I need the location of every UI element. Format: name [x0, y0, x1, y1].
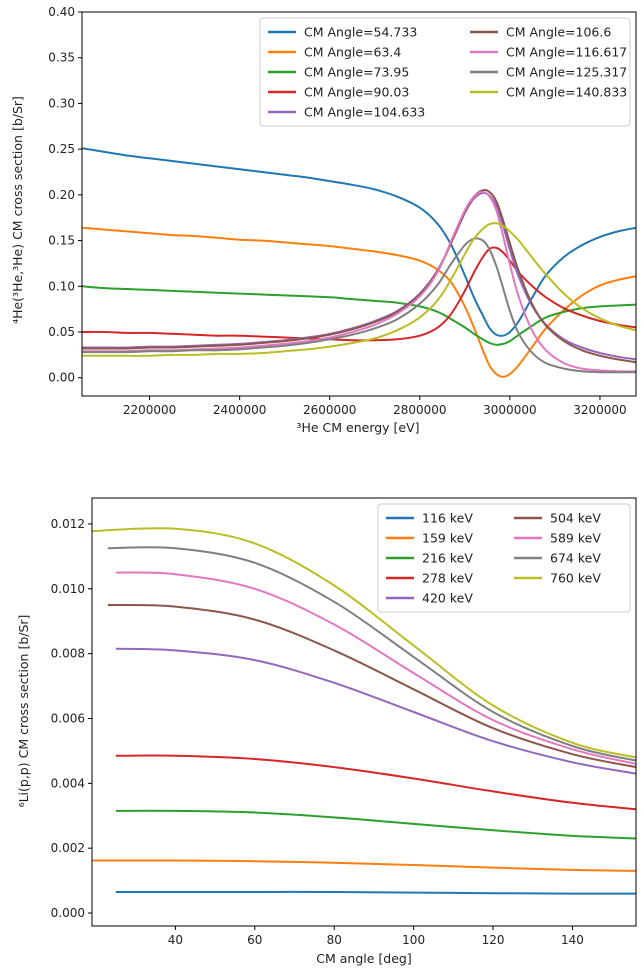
axes-frame: [91, 497, 637, 927]
y-tick-label: 0.00: [48, 371, 75, 385]
plot-area: [82, 147, 636, 378]
axes-frame: [81, 11, 637, 397]
x-tick-label: 120: [482, 933, 505, 947]
series-line-216-kev: [115, 809, 636, 840]
legend-box: [259, 17, 631, 127]
legend-label: CM Angle=140.833: [506, 85, 627, 100]
y-tick-label: 0.30: [48, 96, 75, 110]
y-tick-label: 0.006: [51, 711, 85, 725]
legend-label: 760 keV: [550, 571, 601, 586]
legend-label: CM Angle=104.633: [304, 105, 425, 120]
y-tick-label: 0.35: [48, 51, 75, 65]
y-tick-label: 0.20: [48, 188, 75, 202]
y-tick-label: 0.008: [51, 647, 85, 661]
series-line-674-kev: [107, 546, 636, 762]
legend-label: CM Angle=106.6: [506, 25, 611, 40]
legend-label: 278 keV: [422, 571, 473, 586]
x-tick-label: 3200000: [573, 403, 626, 417]
legend-label: 420 keV: [422, 591, 473, 606]
series-line-420-kev: [115, 647, 636, 775]
legend: 116 keV 159 keV 216 keV 278 keV 420 keV 504 k…: [377, 503, 631, 613]
x-axis-title: ³He CM energy [eV]: [296, 420, 419, 435]
y-tick-label: 0.002: [51, 841, 85, 855]
series-line-cm-angle-116-617: [82, 191, 636, 373]
x-tick-label: 3000000: [483, 403, 536, 417]
series-line-cm-angle-125-317: [82, 237, 636, 374]
y-tick-label: 0.010: [51, 582, 85, 596]
y-axis-label: ⁴He(³He,³He) CM cross section [b/Sr]: [10, 96, 25, 324]
legend-label: 589 keV: [550, 531, 601, 546]
legend-box: [377, 503, 631, 613]
legend-label: CM Angle=73.95: [304, 65, 409, 80]
series-line-cm-angle-140-833: [82, 222, 636, 357]
legend-label: 159 keV: [422, 531, 473, 546]
y-tick-label: 0.004: [51, 776, 85, 790]
legend-label: CM Angle=90.03: [304, 85, 409, 100]
legend-label: CM Angle=125.317: [506, 65, 627, 80]
series-line-589-kev: [115, 571, 636, 765]
x-tick-label: 2800000: [393, 403, 446, 417]
y-tick-label: 0.40: [48, 5, 75, 19]
y-axis-title: ⁴He(³He,³He) CM cross section [b/Sr]: [10, 96, 25, 324]
y-tick-label: 0.000: [51, 906, 85, 920]
x-tick-label: 60: [247, 933, 262, 947]
series-line-504-kev: [107, 604, 636, 769]
y-tick-label: 0.15: [48, 234, 75, 248]
x-axis-title: CM angle [deg]: [316, 951, 411, 966]
legend-label: 116 keV: [422, 511, 473, 526]
x-tick-label: 2200000: [123, 403, 176, 417]
legend: CM Angle=54.733 CM Angle=63.4 CM Angle=73.…: [259, 17, 631, 127]
y-tick-label: 0.10: [48, 279, 75, 293]
series-line-cm-angle-106-6: [82, 188, 636, 364]
series-line-116-kev: [115, 890, 636, 895]
legend-label: 216 keV: [422, 551, 473, 566]
legend-label: CM Angle=54.733: [304, 25, 417, 40]
legend-label: 504 keV: [550, 511, 601, 526]
series-line-760-kev: [92, 527, 636, 759]
series-line-cm-angle-90-03: [82, 246, 636, 342]
series-line-cm-angle-54-733: [82, 147, 636, 337]
series-line-278-kev: [115, 754, 636, 811]
x-tick-label: 2600000: [303, 403, 356, 417]
y-axis-title: ⁶Li(p,p) CM cross section [b/Sr]: [16, 615, 31, 808]
x-tick-label: 40: [168, 933, 183, 947]
legend-label: CM Angle=63.4: [304, 45, 401, 60]
cross-section-vs-angle-chart: ⁶Li(p,p) CM cross section [b/Sr] CM angl…: [16, 497, 637, 966]
y-tick-label: 0.05: [48, 325, 75, 339]
x-tick-label: 2400000: [213, 403, 266, 417]
x-tick-label: 100: [402, 933, 425, 947]
y-tick-label: 0.25: [48, 142, 75, 156]
series-line-cm-angle-73-95: [82, 285, 636, 346]
x-tick-label: 80: [327, 933, 342, 947]
cross-section-vs-energy-chart: ⁴He(³He,³He) CM cross section [b/Sr] ³He…: [10, 5, 637, 435]
legend-label: 674 keV: [550, 551, 601, 566]
legend-label: CM Angle=116.617: [506, 45, 627, 60]
plot-area: [92, 527, 636, 895]
series-line-159-kev: [92, 859, 636, 872]
x-tick-label: 140: [561, 933, 584, 947]
y-tick-label: 0.012: [51, 517, 85, 531]
